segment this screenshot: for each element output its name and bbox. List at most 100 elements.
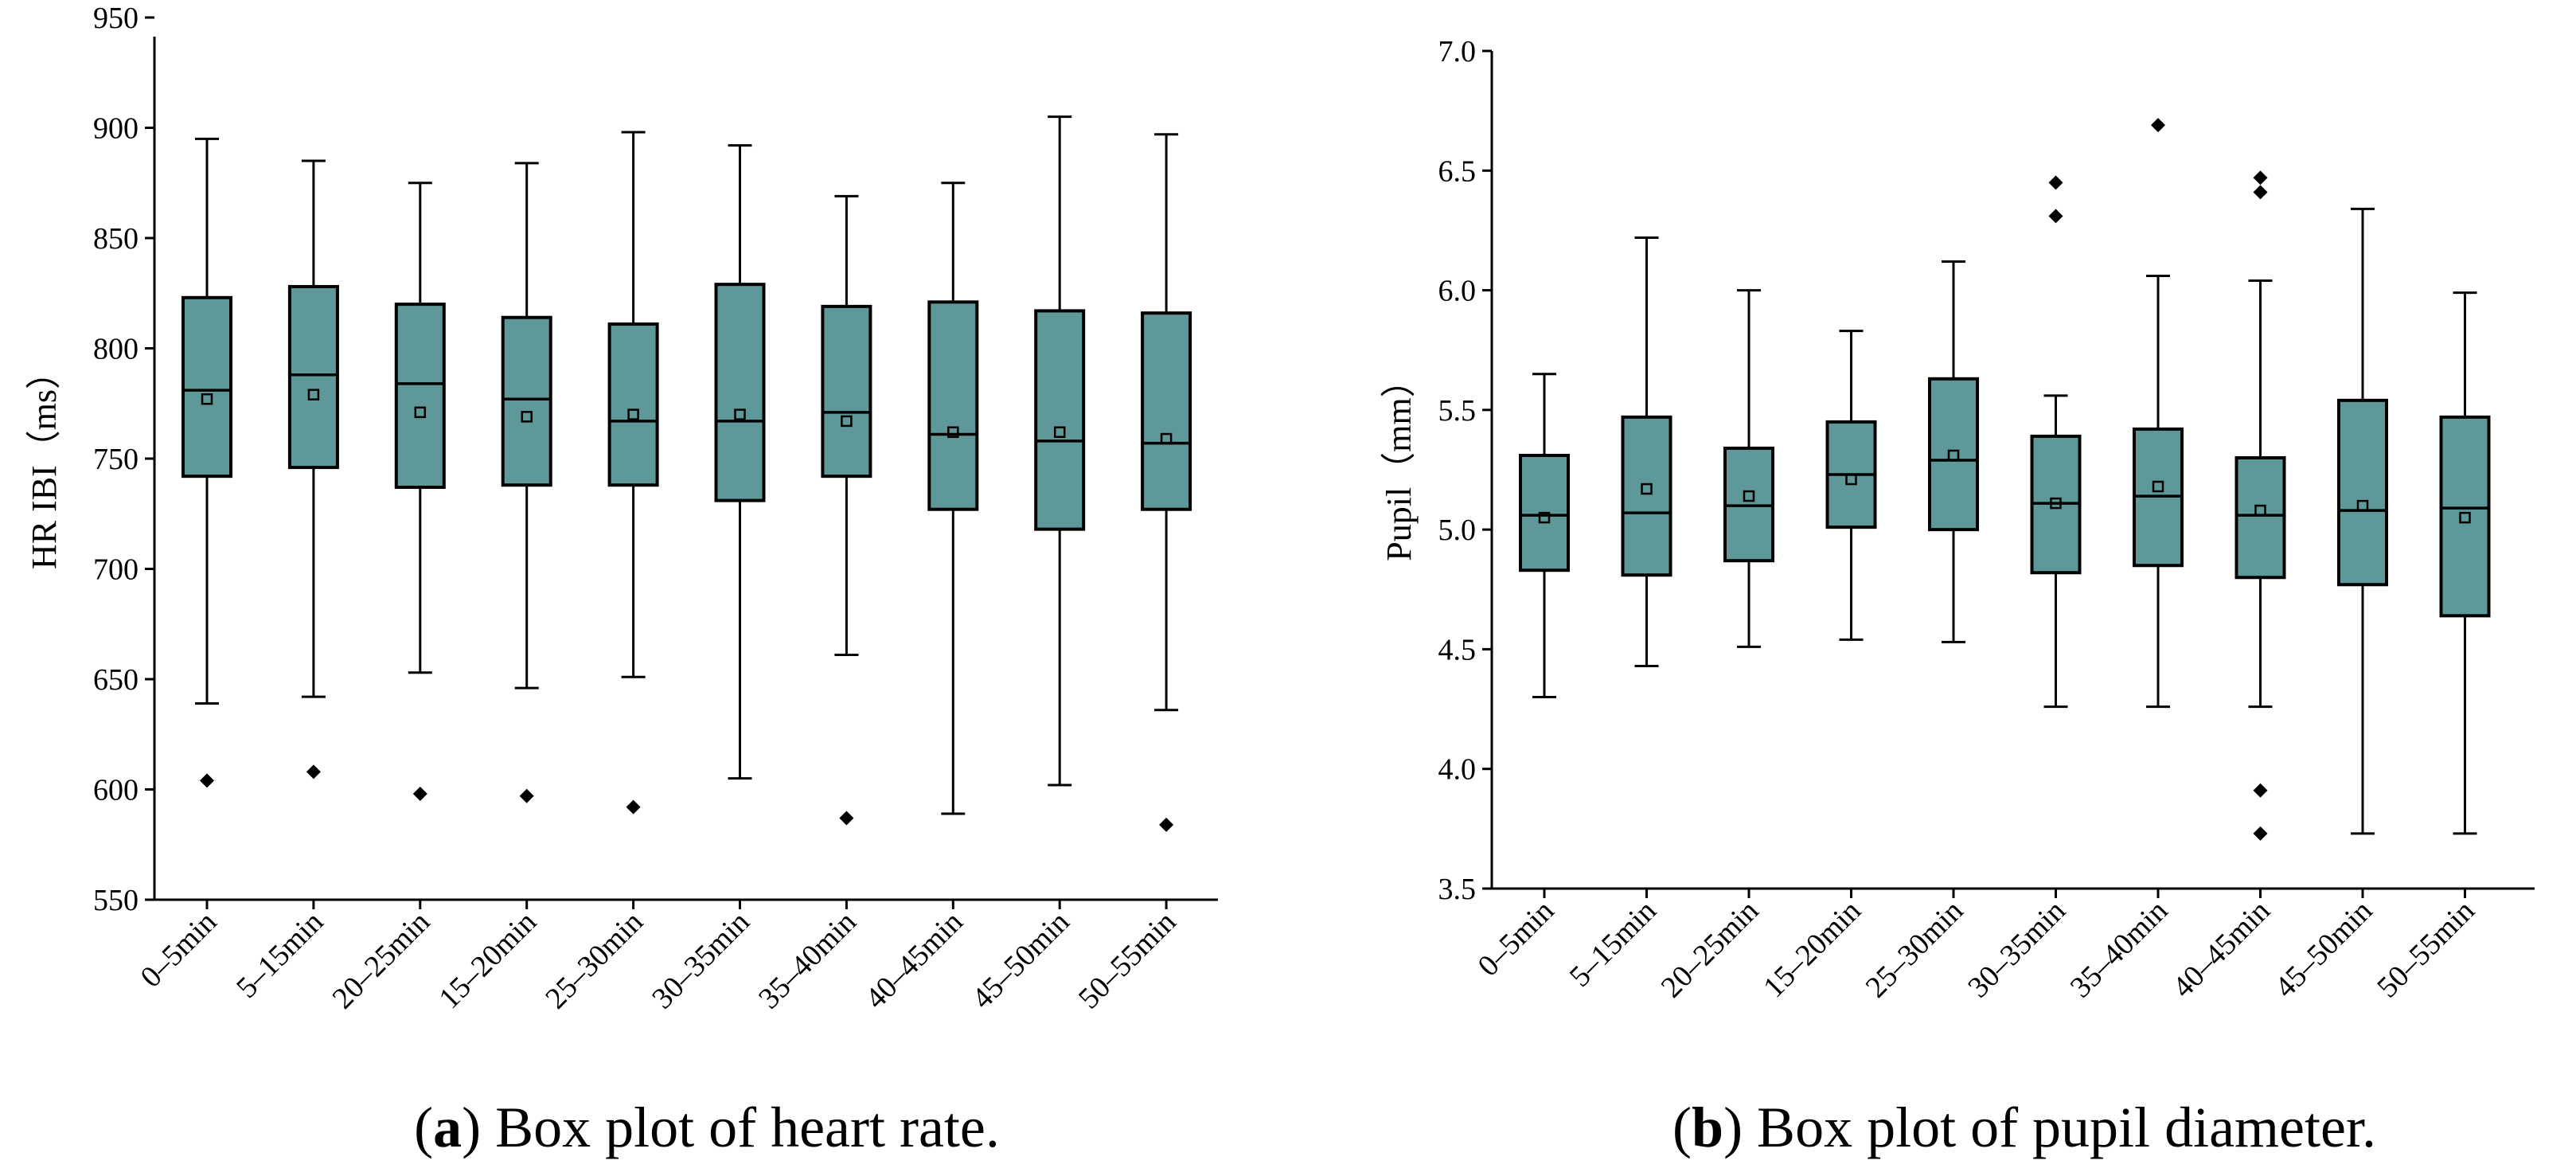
- x-tick-label: 50–55min: [1072, 905, 1183, 1016]
- iqr-box: [927, 300, 979, 511]
- x-tick-label: 5–15min: [230, 905, 330, 1005]
- box-group: [501, 162, 552, 803]
- outlier-point: [519, 788, 534, 803]
- y-tick-label: 750: [93, 443, 139, 476]
- x-tick-label: 30–35min: [1961, 894, 2072, 1005]
- y-tick-label: 900: [93, 112, 139, 146]
- box-group: [821, 194, 872, 826]
- outlier-point: [2048, 175, 2063, 190]
- mean-marker: [521, 411, 533, 423]
- x-tick-label: 40–45min: [859, 905, 970, 1016]
- iqr-box: [1034, 309, 1086, 531]
- y-ticks: 550 600 650 700 750 800 850 900 950: [93, 2, 154, 917]
- caption-b-text: Box plot of pupil diameter.: [1757, 1096, 2376, 1159]
- x-ticks: 0–5min 5–15min20–25min15–20min25–30min30–…: [1472, 889, 2481, 1004]
- outlier-point: [2253, 170, 2268, 186]
- y-tick-label: 6.5: [1438, 154, 1477, 188]
- y-tick-label: 600: [93, 774, 139, 807]
- outlier-point: [306, 764, 321, 779]
- x-tick-label: 5–15min: [1563, 894, 1663, 994]
- mean-marker: [307, 389, 320, 400]
- iqr-box: [501, 315, 552, 487]
- outlier-point: [2151, 118, 2165, 133]
- box-group: [1723, 289, 1774, 648]
- box-group: [2234, 170, 2286, 841]
- iqr-box: [1141, 311, 1192, 511]
- box-group: [1621, 236, 1672, 667]
- box-group: [1141, 133, 1192, 832]
- x-tick-label: 45–50min: [2269, 894, 2379, 1005]
- mean-marker: [2050, 497, 2062, 510]
- iqr-box: [1519, 453, 1570, 572]
- box-group: [2030, 175, 2082, 709]
- mean-marker: [2459, 511, 2471, 524]
- y-tick-label: 950: [93, 2, 139, 35]
- iqr-box: [2337, 398, 2388, 587]
- box-group: [394, 182, 446, 802]
- box-group: [2133, 118, 2184, 709]
- iqr-box: [1621, 415, 1672, 577]
- x-tick-label: 45–50min: [966, 905, 1076, 1016]
- box-group: [1034, 115, 1086, 787]
- iqr-box: [821, 304, 872, 479]
- x-tick-label: 30–35min: [646, 905, 756, 1016]
- mean-marker: [734, 408, 746, 420]
- y-tick-label: 700: [93, 553, 139, 587]
- mean-marker: [201, 393, 213, 405]
- x-tick-label: 20–25min: [1655, 894, 1766, 1005]
- x-ticks: 0–5min 5–15min20–25min15–20min25–30min30–…: [135, 900, 1183, 1016]
- boxes: [181, 115, 1192, 832]
- pupil-diameter-boxplot: Pupil（mm） 3.5 4.0 4.5 5.0 5.5 6.0 6.5 7.0 0–5mi…: [1380, 35, 2535, 1004]
- iqr-box: [607, 322, 659, 487]
- mean-marker: [1947, 449, 1960, 462]
- y-tick-label: 800: [93, 333, 139, 366]
- box-group: [607, 131, 659, 815]
- caption-a-label: a: [433, 1096, 462, 1159]
- box-group: [1928, 260, 1979, 643]
- x-tick-label: 15–20min: [432, 905, 543, 1016]
- y-tick-label: 5.5: [1438, 394, 1477, 428]
- y-tick-label: 4.5: [1438, 633, 1477, 666]
- outlier-point: [1159, 817, 1174, 832]
- boxes: [1519, 118, 2491, 841]
- caption-a: (a) Box plot of heart rate.: [414, 1096, 1000, 1159]
- y-axis-title: Pupil（mm）: [1380, 362, 1419, 561]
- y-tick-label: 3.5: [1438, 873, 1477, 906]
- box-group: [714, 144, 766, 780]
- box-group: [1825, 330, 1877, 641]
- x-tick-label: 35–40min: [2064, 894, 2175, 1005]
- y-tick-label: 550: [93, 884, 139, 917]
- box-group: [927, 182, 979, 815]
- mean-marker: [1743, 490, 1755, 502]
- iqr-box: [287, 284, 339, 470]
- outlier-point: [2253, 826, 2268, 841]
- x-tick-label: 35–40min: [752, 905, 863, 1016]
- mean-marker: [2254, 504, 2266, 517]
- iqr-box: [714, 283, 766, 502]
- mean-marker: [2356, 499, 2369, 512]
- iqr-box: [1928, 377, 1979, 532]
- caption-b: (b) Box plot of pupil diameter.: [1672, 1096, 2376, 1159]
- outlier-point: [412, 787, 427, 802]
- mean-marker: [1845, 473, 1857, 486]
- y-tick-label: 7.0: [1438, 35, 1477, 68]
- caption-a-text: Box plot of heart rate.: [495, 1096, 1000, 1159]
- mean-marker: [1160, 432, 1173, 445]
- iqr-box: [2234, 455, 2286, 580]
- x-tick-label: 25–30min: [539, 905, 650, 1016]
- y-ticks: 3.5 4.0 4.5 5.0 5.5 6.0 6.5 7.0: [1438, 35, 1492, 906]
- box-group: [2439, 291, 2491, 835]
- iqr-box: [2439, 415, 2491, 618]
- mean-marker: [947, 426, 959, 439]
- x-tick-label: 0–5min: [1472, 894, 1561, 983]
- mean-marker: [1641, 483, 1653, 495]
- mean-marker: [1053, 426, 1066, 439]
- x-tick-label: 50–55min: [2371, 894, 2481, 1005]
- x-tick-label: 25–30min: [1860, 894, 1970, 1005]
- box-group: [287, 159, 339, 779]
- x-tick-label: 40–45min: [2166, 894, 2277, 1005]
- x-tick-label: 15–20min: [1757, 894, 1868, 1005]
- y-tick-label: 5.0: [1438, 514, 1477, 547]
- box-group: [2337, 207, 2388, 835]
